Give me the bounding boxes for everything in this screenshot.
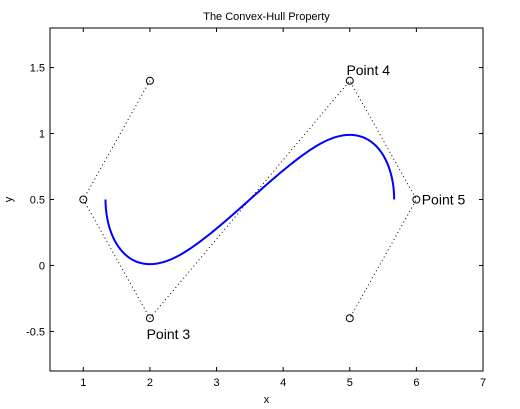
control-point-marker: [345, 76, 354, 85]
control-point-marker: [145, 314, 154, 323]
x-tick-label: 3: [213, 377, 219, 389]
y-tick-label: -0.5: [26, 326, 45, 338]
y-axis-ticks: -0.5 0 0.5 1 1.5: [26, 63, 483, 338]
y-axis-label: y: [3, 196, 15, 202]
chart-title: The Convex-Hull Property: [203, 11, 330, 23]
bspline-curve: [104, 133, 396, 266]
control-point-marker: [345, 314, 354, 323]
x-tick-label: 4: [280, 377, 286, 389]
y-tick-label: 1.5: [30, 63, 45, 75]
x-axis-label: x: [264, 394, 270, 406]
control-point-marker: [79, 195, 88, 204]
x-tick-label: 1: [80, 377, 86, 389]
x-axis-ticks: 1 2 3 4 5 6 7: [80, 28, 486, 389]
control-points: [79, 76, 421, 323]
y-tick-label: 0.5: [30, 195, 45, 207]
annotations: Point 3 Point 4 Point 5: [147, 62, 466, 342]
y-tick-label: 1: [39, 129, 45, 141]
point-annotation: Point 3: [147, 326, 191, 342]
x-tick-label: 2: [147, 377, 153, 389]
control-point-marker: [412, 195, 421, 204]
bspline-curves: [104, 133, 396, 266]
plot-area: [49, 27, 484, 372]
x-tick-label: 5: [347, 377, 353, 389]
x-tick-label: 6: [413, 377, 419, 389]
y-tick-label: 0: [39, 260, 45, 272]
x-tick-label: 7: [480, 377, 486, 389]
point-annotation: Point 5: [422, 192, 466, 208]
control-point-marker: [145, 76, 154, 85]
point-annotation: Point 4: [346, 62, 390, 78]
